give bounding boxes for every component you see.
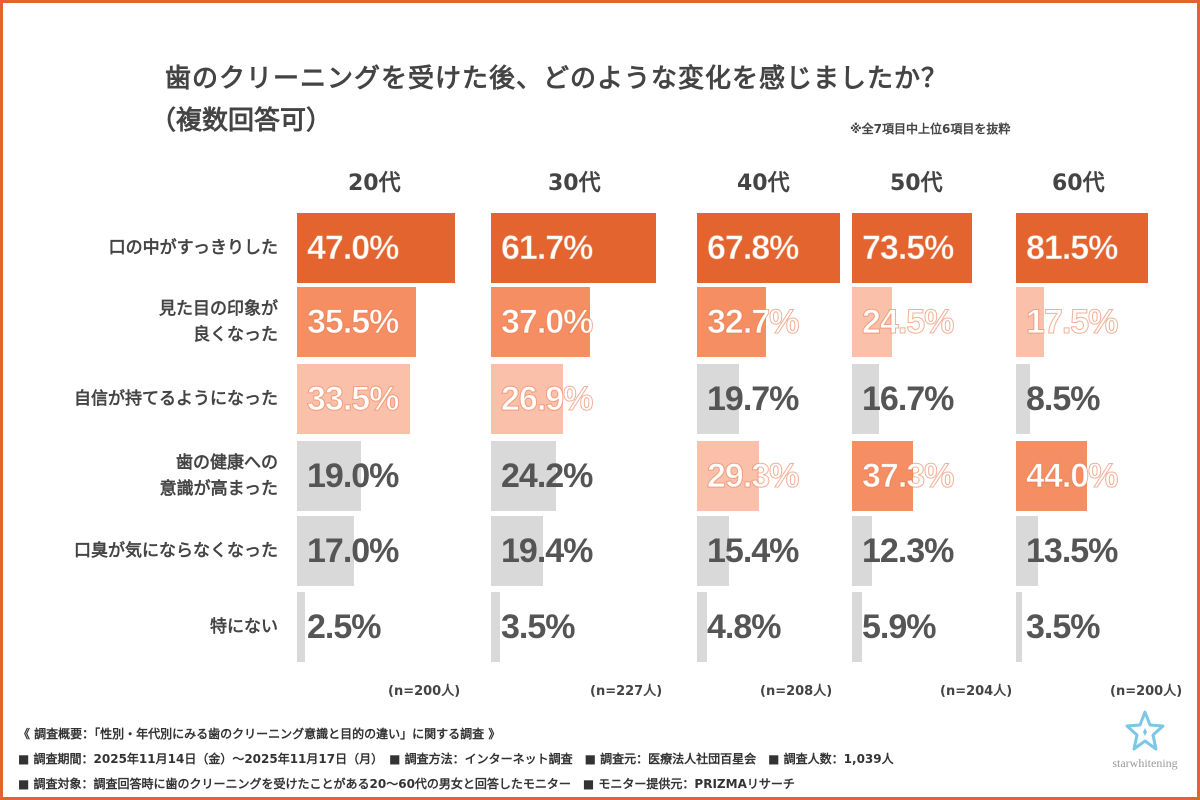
data-label: 61.7% [500, 229, 593, 268]
data-label: 5.9% [862, 608, 936, 646]
bar [1016, 516, 1038, 586]
category-label: 歯の健康への 意識が高まった [159, 453, 278, 499]
category-label: 見た目の印象が 良くなった [159, 299, 278, 345]
bar [697, 592, 708, 662]
bar [1016, 287, 1045, 357]
category-label: 口の中がすっきりした [108, 238, 278, 258]
bar [297, 441, 361, 511]
data-label: 32.7% [706, 303, 799, 342]
bar [852, 213, 972, 283]
footer-survey-target: ■ 調査対象：調査回答時に歯のクリーニングを受けたことがある20～60代の男女と… [18, 777, 795, 791]
bar [697, 287, 766, 357]
data-label: 19.0% [307, 457, 399, 495]
sample-size-label: (n=200人) [1110, 684, 1183, 699]
series-label: 40代 [737, 171, 790, 196]
star-logo-icon [1125, 710, 1165, 751]
bar [491, 364, 563, 434]
data-label: 13.5% [1026, 532, 1118, 570]
footer-survey-details: ■ 調査期間：2025年11月14日（金）～2025年11月17日（月） ■ 調… [18, 752, 894, 766]
data-label: 37.0% [500, 303, 593, 342]
data-label: 33.5% [306, 380, 399, 419]
footer-survey-summary: 《 調査概要：「性別・年代別にみる歯のクリーニング意識と目的の違い」に関する調査… [18, 727, 501, 741]
category-label: 自信が持てるようになった [74, 389, 278, 409]
logo-text: starwhitening [1112, 756, 1178, 770]
chart-subtitle: （複数回答可） [150, 106, 333, 136]
data-label: 16.7% [862, 380, 954, 418]
series-label: 20代 [348, 171, 401, 196]
data-label: 2.5% [307, 608, 381, 646]
data-label: 19.7% [707, 380, 799, 418]
sample-size-label: (n=200人) [388, 684, 461, 699]
sample-size-label: (n=208人) [760, 684, 833, 699]
data-label: 47.0% [306, 229, 399, 268]
data-label: 24.2% [501, 457, 593, 495]
bar [297, 516, 355, 586]
data-label: 3.5% [501, 608, 575, 646]
data-label: 67.8% [706, 229, 799, 268]
category-label: 特にない [210, 617, 278, 637]
chart-note: ※全7項目中上位6項目を抜粋 [850, 122, 1011, 136]
bar [1016, 213, 1148, 283]
data-label: 29.3% [706, 457, 799, 496]
data-label: 35.5% [306, 303, 399, 342]
category-label: 口臭が気にならなくなった [74, 541, 278, 561]
bar [491, 213, 656, 283]
bar [1016, 592, 1022, 662]
chart-title: 歯のクリーニングを受けた後、どのような変化を感じましたか？ [165, 64, 949, 94]
bar [852, 592, 862, 662]
logo: starwhitening [1105, 710, 1185, 771]
bar [852, 516, 873, 586]
bar [491, 592, 501, 662]
data-label: 8.5% [1026, 380, 1100, 418]
bar [697, 364, 739, 434]
bar [297, 213, 455, 283]
bar [297, 592, 306, 662]
bar [297, 287, 417, 357]
data-label: 19.4% [501, 532, 593, 570]
bar [1016, 364, 1030, 434]
data-label: 12.3% [862, 532, 954, 570]
data-label: 24.5% [861, 303, 954, 342]
bar [697, 516, 730, 586]
sample-size-label: (n=227人) [590, 684, 663, 699]
bar [697, 441, 759, 511]
data-label: 26.9% [500, 380, 593, 419]
data-label: 4.8% [707, 608, 781, 646]
series-label: 60代 [1052, 171, 1105, 196]
bar [852, 364, 880, 434]
bar [491, 441, 556, 511]
bar [491, 287, 590, 357]
sample-size-label: (n=204人) [940, 684, 1013, 699]
bar [697, 213, 840, 283]
data-label: 15.4% [707, 532, 799, 570]
data-label: 73.5% [861, 229, 954, 268]
bar [491, 516, 543, 586]
data-label: 3.5% [1026, 608, 1100, 646]
bar [297, 364, 410, 434]
data-label: 17.0% [307, 532, 399, 570]
bar [1016, 441, 1088, 511]
series-label: 30代 [548, 171, 601, 196]
bar [852, 287, 892, 357]
data-label: 17.5% [1025, 303, 1118, 342]
data-label: 37.3% [861, 457, 954, 496]
data-label: 44.0% [1025, 457, 1118, 496]
series-label: 50代 [890, 171, 943, 196]
data-label: 81.5% [1025, 229, 1118, 268]
bar [852, 441, 913, 511]
